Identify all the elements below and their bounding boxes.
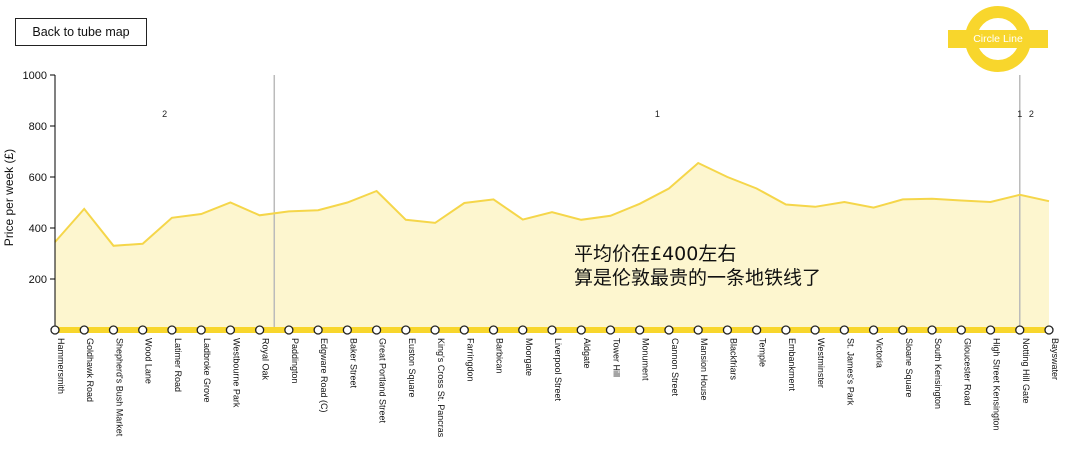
station-label: King's Cross St. Pancras xyxy=(436,338,446,438)
price-area xyxy=(55,163,1049,330)
station-label: Embankment xyxy=(787,338,797,392)
station-marker xyxy=(225,325,236,335)
station-label: Blackfriars xyxy=(728,338,738,381)
station-label: St. James's Park xyxy=(845,338,855,406)
station-marker xyxy=(956,325,966,335)
station-label: Great Portland Street xyxy=(378,338,388,424)
station-label: South Kensington xyxy=(933,338,943,409)
station-label: Gloucester Road xyxy=(962,338,972,406)
station-marker xyxy=(898,325,908,335)
station-label: Farringdon xyxy=(465,338,475,382)
station-label: Baker Street xyxy=(348,338,358,389)
station-label: Westminster xyxy=(816,338,826,388)
station-label: Royal Oak xyxy=(261,338,271,381)
station-label: Tower Hill xyxy=(611,338,621,377)
station-label: Notting Hill Gate xyxy=(1021,338,1031,404)
roundel-logo xyxy=(948,6,1048,72)
station-marker xyxy=(781,325,791,335)
y-tick-label: 1000 xyxy=(23,70,47,82)
station-label: Shepherd's Bush Market xyxy=(114,338,124,437)
station-marker xyxy=(985,325,996,335)
station-marker xyxy=(576,325,586,335)
station-label: Temple xyxy=(758,338,768,367)
station-label: Ladbroke Grove xyxy=(202,338,212,403)
y-axis-label: Price per week (£) xyxy=(2,149,16,246)
station-marker xyxy=(313,325,323,335)
station-marker xyxy=(693,325,703,335)
annotation-text: 平均价在£400左右 算是伦敦最贵的一条地铁线了 xyxy=(574,242,821,290)
back-to-tube-map-button[interactable]: Back to tube map xyxy=(15,18,147,46)
roundel-label: Circle Line xyxy=(973,33,1023,45)
station-marker xyxy=(722,325,733,335)
station-marker xyxy=(196,325,206,335)
station-marker xyxy=(254,325,265,335)
station-label: Victoria xyxy=(875,338,885,368)
station-marker xyxy=(868,325,879,335)
station-marker xyxy=(430,325,440,335)
station-label: Hammersmith xyxy=(56,338,66,394)
station-marker xyxy=(839,325,850,335)
y-tick-label: 600 xyxy=(29,172,47,184)
station-label: Mansion House xyxy=(699,338,709,401)
station-label: High Street Kensington xyxy=(992,338,1002,431)
station-label: Wood Lane xyxy=(144,338,154,384)
station-marker xyxy=(547,325,557,335)
station-label: Monument xyxy=(641,338,651,381)
station-marker xyxy=(108,325,119,335)
station-label: Liverpool Street xyxy=(553,338,563,402)
station-marker xyxy=(635,325,645,335)
station-marker xyxy=(79,325,89,335)
station-label: Latimer Road xyxy=(173,338,183,392)
station-marker xyxy=(1044,325,1054,335)
station-marker xyxy=(342,325,353,335)
y-tick-label: 400 xyxy=(29,223,47,235)
station-marker xyxy=(605,325,616,335)
station-marker xyxy=(810,325,820,335)
station-marker xyxy=(518,325,528,335)
station-marker xyxy=(50,325,60,335)
price-line xyxy=(54,161,1050,247)
station-label: Cannon Street xyxy=(670,338,680,397)
zone-label: 1 xyxy=(1017,109,1022,119)
station-label: Goldhawk Road xyxy=(85,338,95,402)
annotation-line-2: 算是伦敦最贵的一条地铁线了 xyxy=(574,267,822,289)
station-marker xyxy=(664,325,674,335)
station-label: Westbourne Park xyxy=(231,338,241,408)
station-label: Sloane Square xyxy=(904,338,914,398)
y-tick-label: 800 xyxy=(29,121,47,133)
station-label: Edgware Road (C) xyxy=(319,338,329,413)
station-marker xyxy=(459,325,469,335)
station-marker xyxy=(138,325,148,335)
zone-label: 1 xyxy=(655,109,660,119)
station-label: Aldgate xyxy=(582,338,592,369)
circle-line-roundel: Circle Line xyxy=(947,4,1049,74)
station-label: Paddington xyxy=(290,338,300,384)
station-marker xyxy=(167,325,177,335)
station-label: Moorgate xyxy=(524,338,534,376)
station-marker xyxy=(751,325,762,335)
zone-label: 2 xyxy=(162,109,167,119)
station-marker xyxy=(1015,325,1025,335)
station-marker xyxy=(401,325,411,335)
station-marker xyxy=(371,325,382,335)
y-tick-label: 200 xyxy=(29,274,47,286)
annotation-line-1: 平均价在£400左右 xyxy=(574,243,737,265)
station-label: Bayswater xyxy=(1050,338,1060,380)
station-label: Barbican xyxy=(495,338,505,374)
station-marker xyxy=(284,325,294,335)
station-label: Euston Square xyxy=(407,338,417,398)
station-marker xyxy=(488,325,499,335)
zone-label: 2 xyxy=(1029,109,1034,119)
station-marker xyxy=(927,325,937,335)
